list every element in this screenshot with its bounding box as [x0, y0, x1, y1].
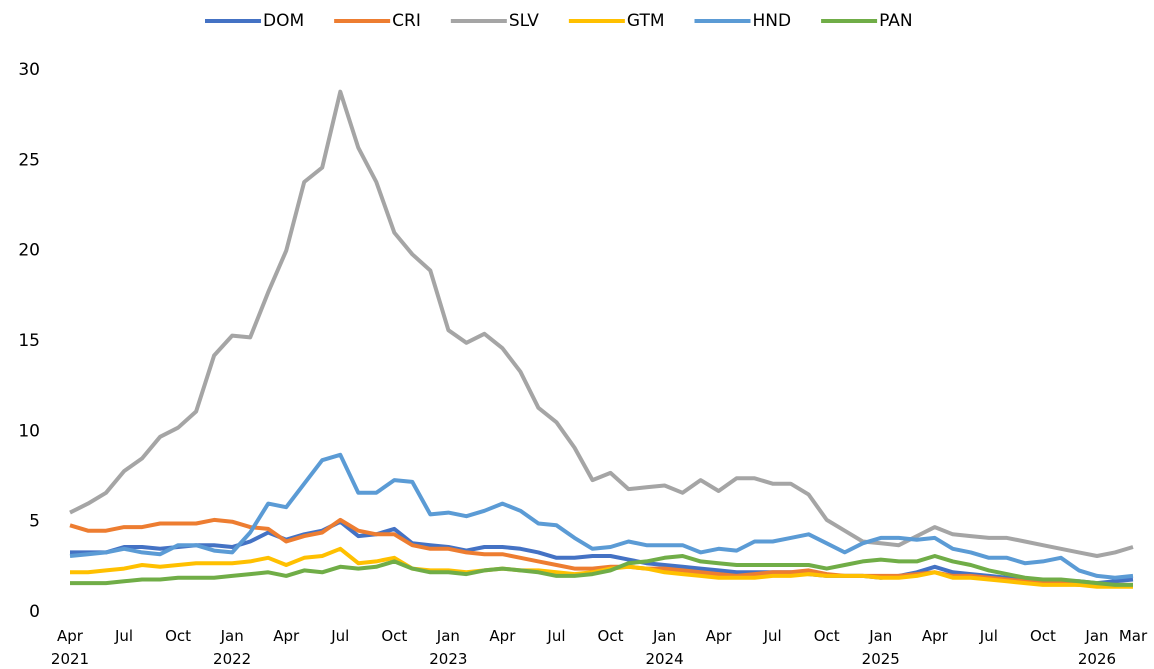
x-tick-label: Apr: [706, 627, 733, 645]
y-tick-label: 0: [29, 602, 40, 622]
x-tick-label: Apr: [922, 627, 949, 645]
series-line: [69, 452, 1134, 580]
x-tick-label: Jan 2026: [1078, 627, 1116, 668]
x-tick-label: Oct: [598, 627, 624, 645]
series-line: [70, 554, 1133, 587]
x-tick-label: Jan 2022: [213, 627, 251, 668]
x-tick-label: Mar: [1119, 627, 1148, 645]
series-line: [70, 519, 1134, 586]
x-tick-label: Jul: [763, 627, 782, 645]
x-tick-label: Jul: [114, 627, 133, 645]
x-tick-label: Jan 2025: [862, 627, 900, 668]
x-tick-label: Apr: [273, 627, 300, 645]
y-tick-label: 20: [18, 241, 40, 261]
x-tick-label: Oct: [1030, 627, 1056, 645]
x-tick-label: Oct: [381, 627, 407, 645]
y-tick-label: 25: [18, 150, 40, 170]
legend-label: DOM: [263, 11, 304, 31]
x-tick-label: Apr: [489, 627, 516, 645]
x-tick-label: Apr 2021: [51, 627, 89, 668]
x-tick-label: Oct: [814, 627, 840, 645]
x-tick-label: Jan 2024: [645, 627, 683, 668]
legend-label: GTM: [627, 11, 665, 31]
series-line: [69, 89, 1134, 558]
y-tick-label: 10: [18, 421, 40, 441]
y-tick-label: 5: [29, 512, 40, 532]
legend-label: SLV: [509, 11, 539, 31]
x-tick-label: Jul: [330, 627, 349, 645]
x-tick-label: Jul: [546, 627, 565, 645]
x-tick-label: Jul: [979, 627, 998, 645]
legend-label: HND: [753, 11, 792, 31]
y-tick-label: 15: [18, 331, 40, 351]
y-tick-label: 30: [18, 60, 40, 80]
legend-label: PAN: [879, 11, 913, 31]
x-tick-label: Oct: [165, 627, 191, 645]
legend-label: CRI: [392, 11, 421, 31]
x-tick-label: Jan 2023: [429, 627, 467, 668]
